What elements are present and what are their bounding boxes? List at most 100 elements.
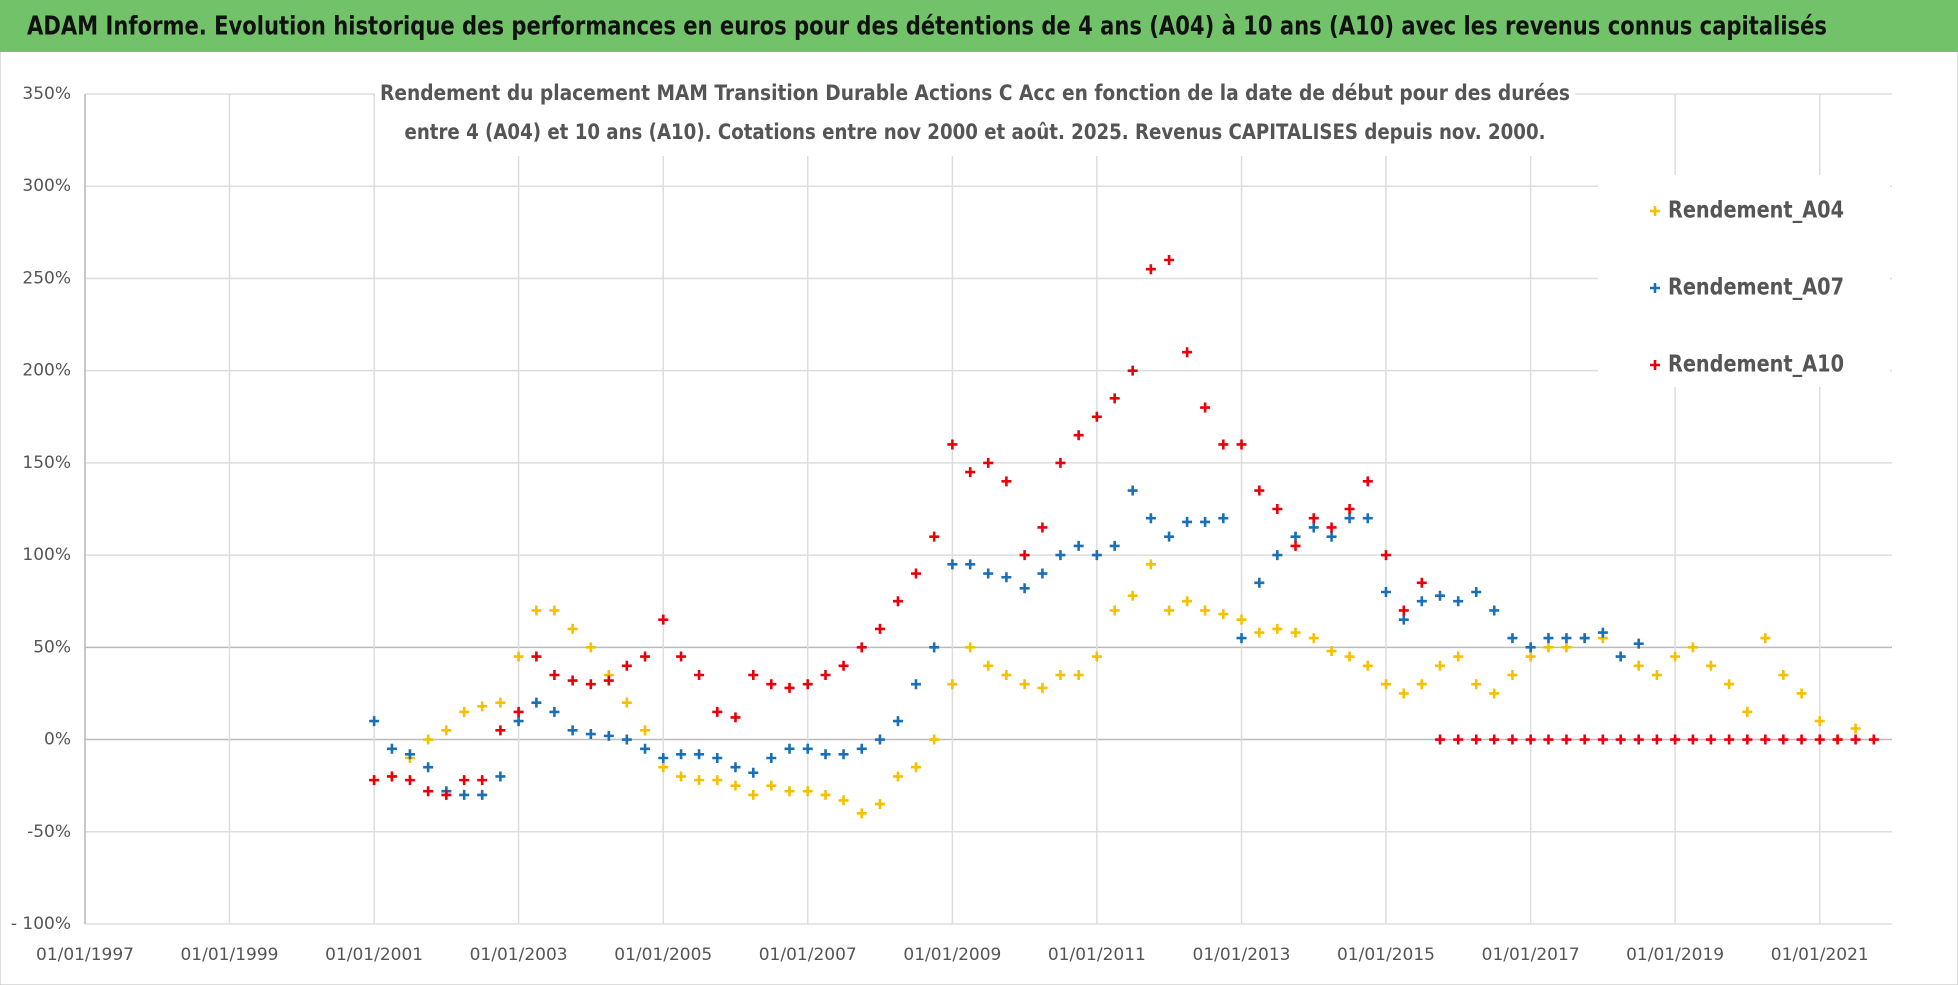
y-tick-label: 300%: [22, 176, 71, 196]
data-point: [1814, 716, 1825, 727]
x-tick-label: 01/01/1999: [180, 945, 278, 965]
data-point: [1543, 642, 1554, 653]
data-point: [441, 725, 452, 736]
data-point: [947, 439, 958, 450]
data-point: [784, 786, 795, 797]
data-point: [1615, 651, 1626, 662]
data-point: [1398, 605, 1409, 616]
data-point: [1507, 670, 1518, 680]
data-point: [459, 789, 470, 800]
data-point: [459, 775, 470, 786]
data-point: [1453, 596, 1464, 607]
x-tick-label: 01/01/2003: [470, 945, 568, 965]
data-point: [1236, 439, 1247, 450]
data-point: [838, 749, 849, 760]
data-point: [1200, 605, 1211, 616]
data-point: [1145, 559, 1156, 570]
data-point: [965, 559, 976, 570]
data-point: [1272, 623, 1283, 634]
subtitle: Rendement du placement MAM Transition Du…: [380, 81, 1570, 105]
data-point: [459, 706, 470, 717]
data-point: [1200, 516, 1211, 527]
data-point: [892, 771, 903, 782]
data-point: [1127, 485, 1138, 496]
data-point: [838, 795, 849, 806]
data-point: [1814, 734, 1825, 745]
data-point: [1687, 734, 1698, 745]
data-point: [640, 651, 651, 662]
data-point: [1670, 734, 1681, 745]
legend-marker: [1650, 360, 1660, 370]
data-point: [477, 789, 488, 800]
data-point: [423, 762, 434, 773]
data-point: [621, 697, 632, 708]
data-point: [1868, 734, 1879, 745]
data-point: [1525, 734, 1536, 745]
data-point: [1272, 504, 1283, 514]
data-point: [766, 679, 777, 690]
data-point: [369, 775, 380, 786]
data-point: [567, 725, 578, 736]
data-point: [820, 749, 831, 760]
data-point: [1850, 734, 1861, 745]
data-point: [694, 749, 705, 760]
data-point: [1724, 679, 1735, 690]
data-point: [947, 559, 958, 570]
data-point: [1362, 660, 1373, 671]
data-point: [1380, 550, 1391, 561]
data-point: [513, 651, 524, 662]
data-point: [658, 753, 669, 763]
data-point: [1651, 734, 1662, 745]
x-tick-label: 01/01/2011: [1048, 945, 1146, 965]
x-tick-label: 01/01/2007: [759, 945, 857, 965]
data-point: [1398, 688, 1409, 699]
data-point: [1724, 734, 1735, 745]
data-point: [1380, 679, 1391, 690]
data-point: [784, 743, 795, 754]
data-point: [748, 767, 759, 778]
data-point: [1073, 540, 1084, 551]
data-point: [1001, 572, 1012, 583]
data-point: [694, 670, 705, 680]
data-point: [1109, 540, 1120, 551]
data-point: [874, 734, 885, 745]
data-point: [1489, 605, 1500, 616]
data-point: [820, 789, 831, 800]
data-point: [1416, 596, 1427, 607]
data-point: [910, 679, 921, 690]
data-point: [404, 749, 415, 760]
data-point: [983, 660, 994, 671]
data-point: [1705, 660, 1716, 671]
legend-label: Rendement_A07: [1668, 275, 1844, 301]
data-point: [802, 679, 813, 690]
data-point: [1164, 531, 1175, 542]
data-point: [1597, 734, 1608, 745]
data-point: [983, 457, 994, 468]
data-point: [965, 467, 976, 478]
data-point: [1127, 590, 1138, 601]
data-point: [495, 725, 506, 736]
data-point: [748, 789, 759, 800]
data-point: [404, 775, 415, 786]
data-point: [386, 743, 397, 754]
data-point: [1687, 642, 1698, 653]
data-point: [658, 762, 669, 773]
data-point: [1832, 734, 1843, 745]
data-point: [730, 780, 741, 791]
data-point: [1471, 679, 1482, 690]
data-point: [531, 605, 542, 616]
data-point: [1416, 679, 1427, 690]
data-point: [1019, 550, 1030, 561]
data-point: [1308, 522, 1319, 533]
data-point: [1073, 430, 1084, 441]
data-point: [1055, 457, 1066, 468]
data-point: [1579, 633, 1590, 644]
data-point: [1760, 734, 1771, 745]
y-tick-label: 0%: [44, 730, 71, 750]
y-tick-label: - 100%: [11, 914, 71, 934]
data-point: [1579, 734, 1590, 745]
data-point: [513, 716, 524, 727]
data-point: [1489, 688, 1500, 699]
data-point: [1290, 540, 1301, 551]
